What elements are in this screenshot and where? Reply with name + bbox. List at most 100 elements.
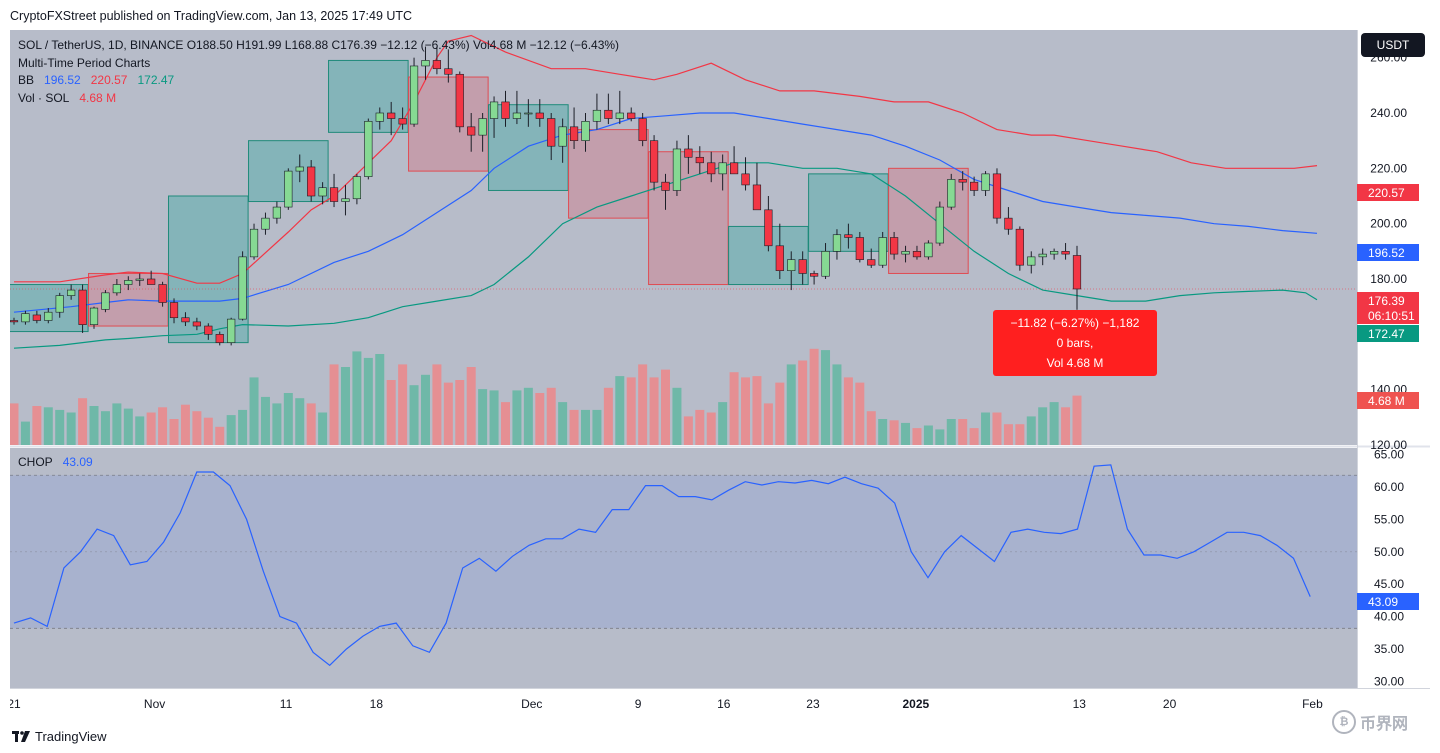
price-tick-label: 200.00 <box>1370 217 1407 231</box>
volume-bar <box>523 387 533 445</box>
tradingview-logo[interactable]: TradingView <box>12 729 107 744</box>
legend: SOL / TetherUS, 1D, BINANCE O188.50 H191… <box>18 37 619 107</box>
bb-legend: BB 196.52 220.57 172.47 <box>18 72 619 90</box>
volume-bar <box>409 385 419 445</box>
bull-candle <box>821 251 830 277</box>
bull-candle <box>135 278 144 281</box>
volume-bar <box>1026 416 1036 445</box>
chop-tick-label: 50.00 <box>1374 545 1404 559</box>
bear-candle <box>444 68 453 75</box>
volume-bar <box>1038 407 1048 445</box>
bull-candle <box>409 65 419 125</box>
volume-bar <box>352 351 362 445</box>
bear-candle <box>970 181 979 191</box>
chop-tick-label: 35.00 <box>1374 642 1404 656</box>
bull-candle <box>249 228 259 258</box>
volume-bar <box>683 416 693 445</box>
bull-candle <box>295 166 304 172</box>
tradingview-brand: TradingView <box>35 729 107 744</box>
currency-button[interactable]: USDT <box>1361 33 1425 57</box>
volume-bar <box>43 407 53 445</box>
bear-candle <box>604 109 613 119</box>
volume-bar <box>295 398 305 445</box>
volume-bar <box>866 411 876 445</box>
volume-bar <box>238 409 248 445</box>
volume-bar <box>558 402 568 445</box>
bear-candle <box>1061 251 1070 255</box>
bear-candle <box>147 278 156 285</box>
bull-candle <box>615 112 624 119</box>
volume-bar <box>878 419 888 445</box>
volume-bar <box>260 396 270 445</box>
volume-bar <box>66 412 76 445</box>
bear-candle <box>398 118 407 125</box>
bear-candle <box>169 302 179 319</box>
bear-candle <box>215 334 224 343</box>
volume-bar <box>398 364 408 445</box>
time-tick-label: 16 <box>717 697 731 711</box>
volume-bar <box>1049 402 1059 445</box>
volume-bar <box>992 412 1002 445</box>
bear-candle <box>661 181 670 191</box>
bull-candle <box>352 176 362 200</box>
time-tick-label: 18 <box>370 697 384 711</box>
volume-bar <box>592 409 602 445</box>
chop-tag: 43.09 <box>1357 593 1419 610</box>
bb-lower-tag: 172.47 <box>1357 325 1419 342</box>
volume-bar <box>306 403 316 445</box>
bull-candle <box>375 112 384 122</box>
price-tick-label: 220.00 <box>1370 161 1407 175</box>
chop-pane <box>10 448 1357 688</box>
bull-candle <box>112 284 121 294</box>
bear-candle <box>455 73 464 128</box>
bull-candle <box>55 295 64 313</box>
indicator-multi-time: Multi-Time Period Charts <box>18 55 151 70</box>
volume-bar <box>386 380 396 445</box>
volume-bar <box>55 409 65 445</box>
chop-band-fill <box>10 475 1357 629</box>
volume-bar <box>935 429 945 445</box>
volume-bar <box>329 364 339 445</box>
volume-bar <box>569 409 579 445</box>
bear-candle <box>78 289 87 325</box>
chop-tick-label: 30.00 <box>1374 675 1404 689</box>
volume-bar <box>809 348 819 445</box>
bull-candle <box>878 237 887 266</box>
volume-bar <box>432 364 442 445</box>
bull-candle <box>421 60 430 67</box>
bear-candle <box>1004 217 1013 230</box>
volume-bar <box>112 403 122 445</box>
chop-label: CHOP <box>18 455 53 469</box>
bull-candle <box>489 101 499 119</box>
bull-candle <box>718 162 727 175</box>
bb-lower-value: 172.47 <box>137 73 175 87</box>
watermark-text: 币界网 <box>1360 716 1409 733</box>
bear-candle <box>569 126 579 141</box>
volume-bar <box>455 380 465 445</box>
bull-candle <box>901 251 910 255</box>
time-tick-label: 2025 <box>902 697 929 711</box>
bull-candle <box>512 112 522 119</box>
bear-candle <box>535 112 544 119</box>
price-pane <box>10 30 1357 445</box>
volume-bar <box>375 354 385 445</box>
bear-candle <box>649 140 659 183</box>
bull-candle <box>1050 251 1059 255</box>
volume-bar <box>661 369 671 445</box>
bear-candle <box>764 209 773 247</box>
volume-bar <box>215 426 225 445</box>
volume-bar <box>546 387 556 445</box>
volume-bar <box>180 404 190 445</box>
publisher-line: CryptoFXStreet published on TradingView.… <box>10 9 413 23</box>
watermark: ₿ 币界网 <box>1332 710 1408 734</box>
volume-bar <box>466 367 476 445</box>
chart-area[interactable]: 260.00240.00220.00200.00180.00160.00140.… <box>10 30 1430 720</box>
bull-candle <box>67 289 76 296</box>
bear-candle <box>158 284 167 303</box>
volume-bar <box>832 364 842 445</box>
volume-bar <box>489 390 499 445</box>
volume-bar <box>649 377 659 445</box>
bull-candle <box>261 217 270 230</box>
bull-candle <box>787 259 796 271</box>
bear-candle <box>798 259 807 274</box>
